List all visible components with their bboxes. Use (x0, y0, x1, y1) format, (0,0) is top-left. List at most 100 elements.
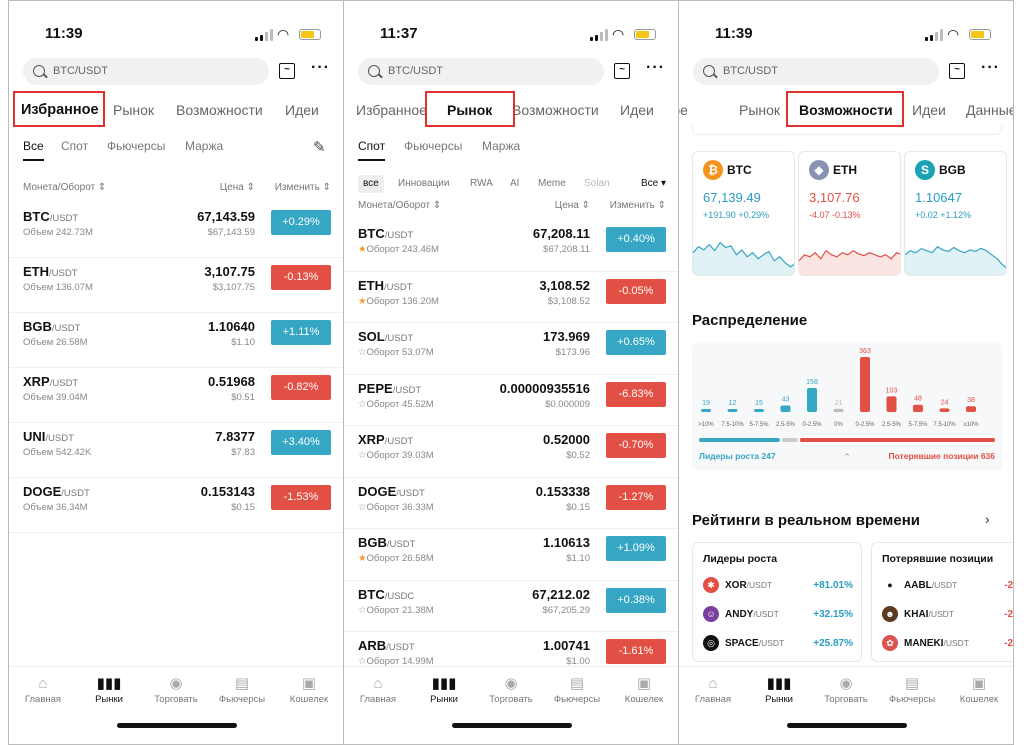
table-row[interactable]: BTC/USDT Объем 242.73M 67,143.59 $67,143.59… (9, 203, 343, 258)
chip-solana[interactable]: Solan (584, 178, 610, 189)
change-badge[interactable]: -1.27% (606, 484, 666, 510)
edit-icon[interactable]: ✎ (313, 139, 326, 156)
chip-rwa[interactable]: RWA (470, 178, 493, 189)
tab-data[interactable]: Данные (966, 102, 1014, 118)
table-row[interactable]: BGB/USDT ★Оборот 26.58M 1.10613 $1.10 +1.09% (344, 529, 678, 581)
nav-markets[interactable]: ▮▮▮ Рынки (79, 674, 139, 705)
tab-opportunities[interactable]: Возможности (799, 102, 893, 118)
tab-favorites[interactable]: Избранное (356, 102, 427, 118)
nav-wallet[interactable]: ▣ Кошелек (614, 674, 674, 705)
nav-wallet[interactable]: ▣ Кошелек (279, 674, 339, 705)
table-row[interactable]: SOL/USDT ☆Оборот 53.07M 173.969 $173.96 +0.6… (344, 323, 678, 375)
rating-row[interactable]: ☻ KHAI/USDT -23.3 (882, 606, 1013, 624)
nav-home[interactable]: ⌂ Главная (13, 674, 73, 705)
chevron-up-icon[interactable]: ⌃ (843, 452, 851, 462)
subtab-spot[interactable]: Спот (358, 139, 386, 161)
table-row[interactable]: XRP/USDT Объем 39.04M 0.51968 $0.51 -0.82% (9, 368, 343, 423)
table-row[interactable]: BTC/USDC ☆Оборот 21.38M 67,212.02 $67,205.2… (344, 581, 678, 632)
col-coin[interactable]: Монета/Оборот ⇕ (23, 182, 107, 193)
tab-market[interactable]: Рынок (113, 102, 155, 118)
chip-all-dropdown[interactable]: Все ▾ (641, 178, 667, 189)
table-row[interactable]: ETH/USDT ★Оборот 136.20M 3,108.52 $3,108.52… (344, 272, 678, 323)
favorite-star-icon[interactable]: ☆ (358, 604, 367, 616)
change-badge[interactable]: -0.70% (606, 433, 666, 458)
subtab-all[interactable]: Все (23, 139, 44, 161)
coin-card[interactable]: ◆ ETH 3,107.76 -4.07 -0.13% (798, 151, 901, 276)
table-row[interactable]: ETH/USDT Объем 136.07M 3,107.75 $3,107.75 -0… (9, 258, 343, 313)
favorite-star-icon[interactable]: ☆ (358, 450, 367, 461)
nav-wallet[interactable]: ▣ Кошелек (949, 674, 1009, 705)
search-input[interactable]: BTC/USDT (358, 58, 604, 85)
nav-trade[interactable]: ◉ Торговать (816, 674, 876, 705)
coin-card[interactable]: S BGB 1.10647 +0.02 +1.12% (904, 151, 1007, 276)
more-icon[interactable]: ··· (981, 59, 1000, 76)
change-badge[interactable]: -6.83% (606, 381, 666, 407)
rating-row[interactable]: ☺ ANDY/USDT +32.15% (703, 606, 853, 624)
nav-trade[interactable]: ◉ Торговать (146, 674, 206, 705)
col-change[interactable]: Изменить ⇕ (609, 200, 666, 211)
change-badge[interactable]: -0.13% (271, 265, 331, 290)
change-badge[interactable]: +0.29% (271, 210, 331, 235)
more-icon[interactable]: ··· (311, 59, 330, 76)
change-badge[interactable]: +0.65% (606, 330, 666, 355)
rating-row[interactable]: ● AABL/USDT -27.3 (882, 577, 1013, 595)
nav-futures[interactable]: ▤ Фьючерсы (882, 674, 942, 705)
subtab-margin[interactable]: Маржа (482, 139, 521, 153)
table-row[interactable]: ARB/USDT ☆Оборот 14.99M 1.00741 $1.00 -1.61% (344, 632, 678, 684)
col-price[interactable]: Цена ⇕ (554, 200, 590, 211)
tab-favorites[interactable]: Избранное (679, 102, 688, 118)
more-icon[interactable]: ··· (646, 59, 665, 76)
favorite-star-icon[interactable]: ☆ (358, 501, 367, 513)
tab-ideas[interactable]: Идеи (620, 102, 654, 118)
losers-card[interactable]: Потерявшие позиции ●AABL/USDT-27.3☻KHAI/… (871, 542, 1013, 662)
tab-favorites[interactable]: Избранное (21, 102, 99, 118)
chip-ai[interactable]: AI (510, 178, 520, 189)
nav-trade[interactable]: ◉ Торговать (481, 674, 541, 705)
coin-card[interactable]: ₿ BTC 67,139.49 +191.90 +0.29% (692, 151, 795, 276)
favorite-star-icon[interactable]: ☆ (358, 656, 367, 667)
tab-ideas[interactable]: Идеи (285, 102, 319, 118)
change-badge[interactable]: -1.61% (606, 639, 666, 664)
col-price[interactable]: Цена ⇕ (219, 182, 255, 193)
change-badge[interactable]: -0.82% (271, 375, 331, 400)
table-row[interactable]: DOGE/USDT ☆Оборот 36.33M 0.153338 $0.15 -1.2… (344, 478, 678, 529)
table-row[interactable]: BGB/USDT Объем 26.58M 1.10640 $1.10 +1.11% (9, 313, 343, 368)
tab-opportunities[interactable]: Возможности (512, 102, 599, 118)
col-change[interactable]: Изменить ⇕ (274, 182, 331, 193)
chart-icon[interactable]: ~ (614, 63, 630, 79)
change-badge[interactable]: +0.38% (606, 587, 666, 613)
change-badge[interactable]: +1.11% (271, 320, 331, 345)
chip-meme[interactable]: Meme (538, 178, 566, 189)
favorite-star-icon[interactable]: ★ (358, 244, 367, 255)
table-row[interactable]: BTC/USDT ★Оборот 243.46M 67,208.11 $67,208.… (344, 220, 678, 272)
subtab-futures[interactable]: Фьючерсы (404, 139, 463, 153)
favorite-star-icon[interactable]: ★ (358, 553, 367, 564)
subtab-margin[interactable]: Маржа (185, 139, 224, 153)
table-row[interactable]: DOGE/USDT Объем 36.34M 0.153143 $0.15 -1.53% (9, 478, 343, 533)
nav-futures[interactable]: ▤ Фьючерсы (547, 674, 607, 705)
tab-ideas[interactable]: Идеи (912, 102, 946, 118)
chip-all[interactable]: все (358, 175, 384, 193)
tab-market[interactable]: Рынок (739, 102, 781, 118)
table-row[interactable]: UNI/USDT Объем 542.42K 7.8377 $7.83 +3.40% (9, 423, 343, 478)
chart-icon[interactable]: ~ (949, 63, 965, 79)
chevron-right-icon[interactable]: › (985, 511, 990, 527)
tab-opportunities[interactable]: Возможности (176, 102, 263, 118)
change-badge[interactable]: +1.09% (606, 536, 666, 561)
change-badge[interactable]: +0.40% (606, 227, 666, 252)
tab-market[interactable]: Рынок (447, 102, 493, 118)
chart-icon[interactable]: ~ (279, 63, 295, 79)
rating-row[interactable]: ✿ MANEKI/USDT -23.3 (882, 635, 1013, 653)
col-coin[interactable]: Монета/Оборот ⇕ (358, 200, 442, 211)
chip-innovation[interactable]: Инновации (398, 178, 450, 189)
change-badge[interactable]: -0.05% (606, 278, 666, 304)
change-badge[interactable]: +3.40% (271, 430, 331, 455)
subtab-spot[interactable]: Спот (61, 139, 89, 153)
nav-home[interactable]: ⌂ Главная (348, 674, 408, 705)
nav-markets[interactable]: ▮▮▮ Рынки (749, 674, 809, 705)
favorite-star-icon[interactable]: ☆ (358, 398, 367, 410)
search-input[interactable]: BTC/USDT (693, 58, 939, 85)
table-row[interactable]: XRP/USDT ☆Оборот 39.03M 0.52000 $0.52 -0.70% (344, 426, 678, 478)
nav-markets[interactable]: ▮▮▮ Рынки (414, 674, 474, 705)
table-row[interactable]: PEPE/USDT ☆Оборот 45.52M 0.00000935516 $0.0… (344, 375, 678, 426)
